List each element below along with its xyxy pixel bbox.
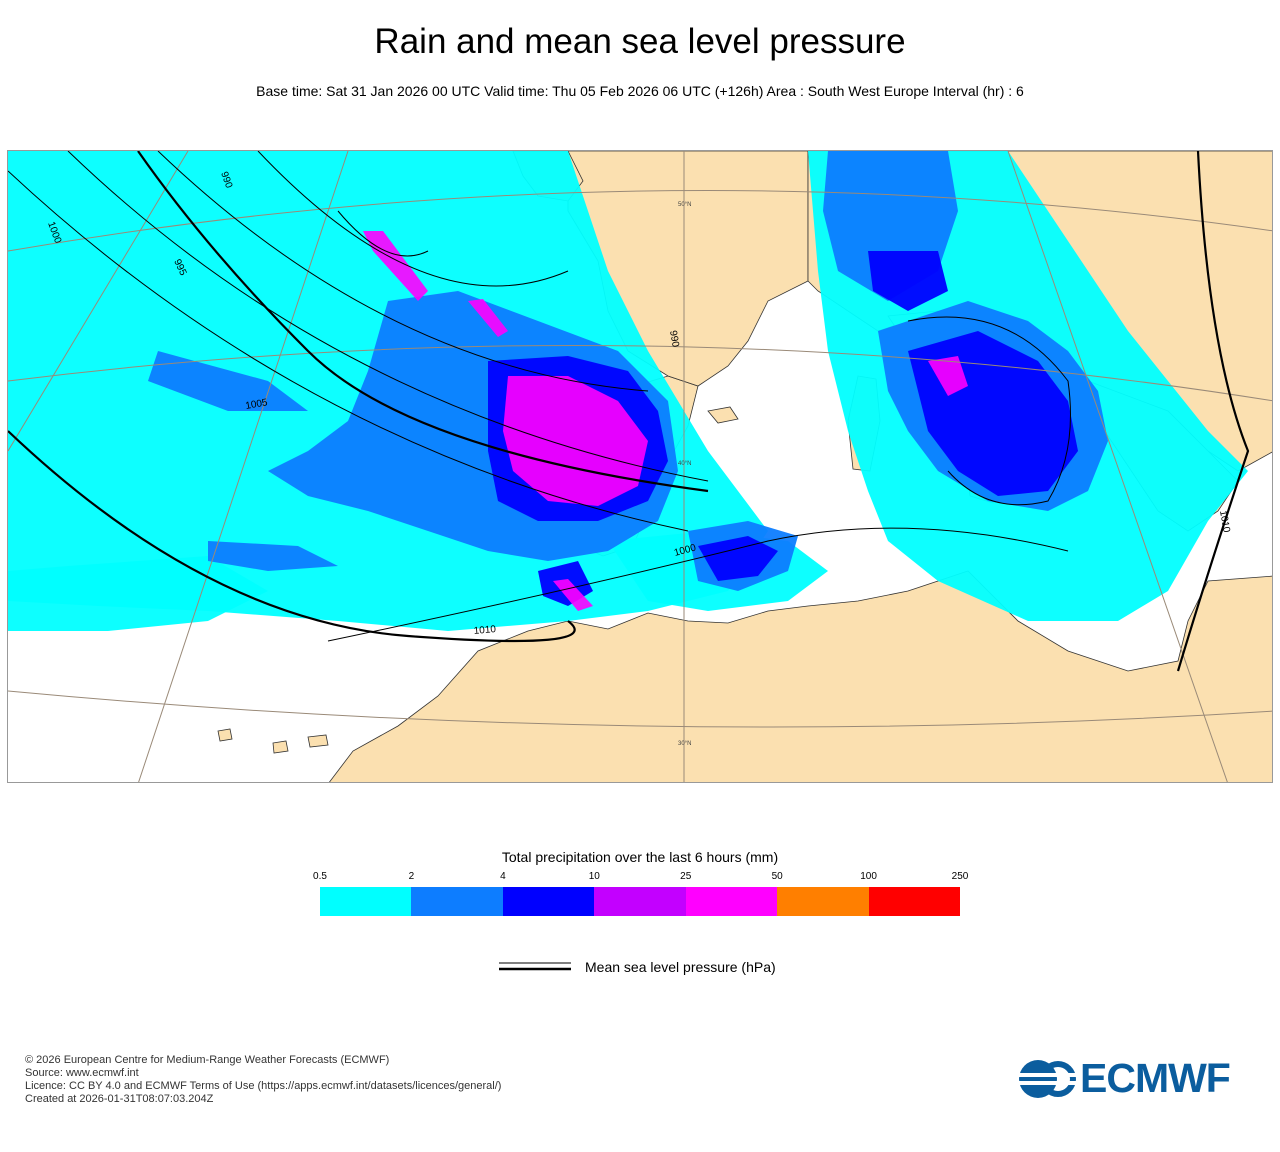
- colorbar-swatch: [594, 887, 686, 916]
- colorbar-tick: 0.5: [313, 871, 327, 882]
- source-text: Source: www.ecmwf.int: [25, 1067, 139, 1079]
- land-balearics: [707, 406, 739, 424]
- pressure-line-swatch: [499, 962, 571, 971]
- chart-subtitle: Base time: Sat 31 Jan 2026 00 UTC Valid …: [256, 83, 1024, 99]
- grid-labels: 50°N 40°N 30°N: [678, 202, 691, 747]
- colorbar-tick: 2: [408, 871, 415, 882]
- licence-text: Licence: CC BY 4.0 and ECMWF Terms of Us…: [25, 1080, 502, 1092]
- precipitation-field: [8, 151, 1248, 631]
- colorbar-tick: 25: [680, 871, 692, 882]
- chart-title: Rain and mean sea level pressure: [374, 22, 906, 61]
- copyright-text: © 2026 European Centre for Medium-Range …: [25, 1054, 390, 1066]
- map-canvas: 990 995 990 1000 1005 1000 1010 1010 50°…: [8, 151, 1272, 782]
- colorbar-swatch: [320, 887, 412, 916]
- ecmwf-logo: ECMWF: [1018, 1055, 1258, 1103]
- colorbar-tick: 10: [588, 871, 600, 882]
- graticule: [8, 151, 1272, 782]
- colorbar-swatch: [777, 887, 869, 916]
- isobar-label: 1010: [473, 624, 497, 637]
- land-canaries: [217, 728, 329, 754]
- forecast-map: 990 995 990 1000 1005 1000 1010 1010 50°…: [7, 150, 1273, 783]
- colorbar-swatch: [502, 887, 595, 916]
- isobar-label: 990: [667, 330, 681, 349]
- pressure-legend: Mean sea level pressure (hPa): [499, 958, 899, 980]
- created-text: Created at 2026-01-31T08:07:03.204Z: [25, 1093, 214, 1105]
- colorbar-swatch: [411, 887, 503, 916]
- isobar-label: 1005: [245, 397, 269, 412]
- grid-label: 30°N: [678, 741, 691, 747]
- grid-label: 40°N: [678, 461, 691, 467]
- isobar-label: 1010: [1217, 510, 1232, 534]
- colorbar-tick: 4: [500, 871, 506, 882]
- grid-label: 50°N: [678, 202, 691, 208]
- colorbar-ticks: 0.5 2 4 10 25 50 100 250: [313, 871, 968, 885]
- footer: © 2026 European Centre for Medium-Range …: [25, 1054, 501, 1106]
- isobars: [8, 151, 1250, 672]
- colorbar: [320, 887, 960, 916]
- colorbar-tick: 250: [951, 871, 969, 882]
- ecmwf-logo-text: ECMWF: [1080, 1055, 1231, 1101]
- ecmwf-logo-icon: [1018, 1060, 1076, 1098]
- colorbar-tick: 50: [771, 871, 783, 882]
- colorbar-swatch: [868, 887, 960, 916]
- colorbar-tick: 100: [860, 871, 877, 882]
- colorbar-swatch: [685, 887, 778, 916]
- pressure-legend-label: Mean sea level pressure (hPa): [585, 959, 776, 975]
- land-north-africa: [329, 570, 1272, 782]
- colorbar-title: Total precipitation over the last 6 hour…: [501, 849, 779, 865]
